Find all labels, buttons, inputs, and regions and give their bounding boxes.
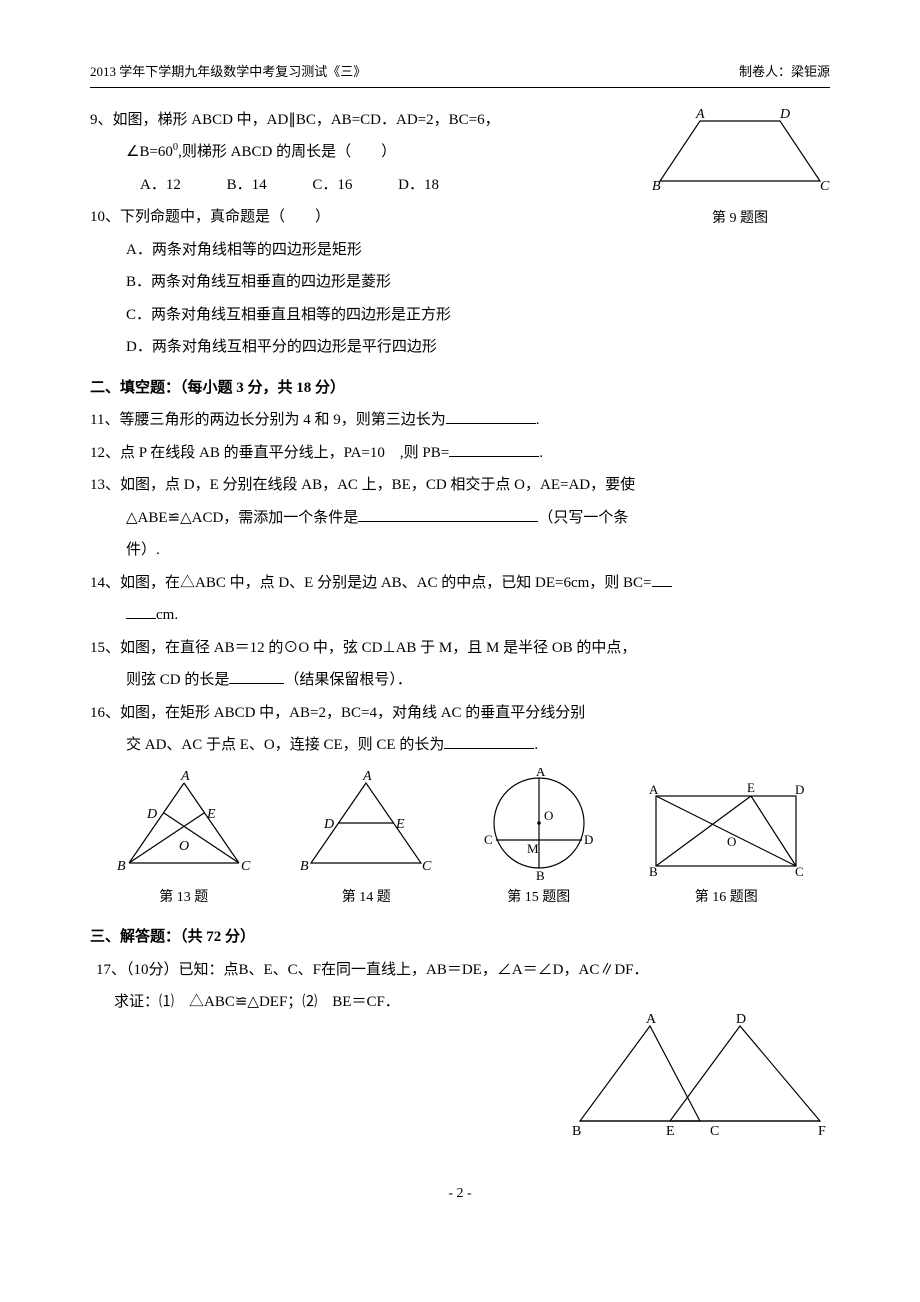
figure-q17: A D B E C F bbox=[570, 1011, 830, 1152]
figure-14: A B C D E 第 14 题 bbox=[296, 768, 436, 912]
svg-text:B: B bbox=[536, 868, 545, 883]
svg-text:B: B bbox=[572, 1124, 581, 1139]
header-left: 2013 学年下学期九年级数学中考复习测试《三》 bbox=[90, 60, 366, 85]
figure-row: A B C D E O 第 13 题 A B C D E 第 14 题 A B bbox=[90, 768, 830, 912]
svg-text:F: F bbox=[818, 1124, 826, 1139]
svg-text:D: D bbox=[584, 832, 593, 847]
svg-text:D: D bbox=[779, 107, 790, 122]
q14-line2: cm. bbox=[90, 601, 830, 630]
svg-text:E: E bbox=[206, 807, 216, 822]
svg-text:A: A bbox=[536, 768, 546, 779]
svg-text:E: E bbox=[395, 817, 405, 832]
q13-line1: 13、如图，点 D，E 分别在线段 AB，AC 上，BE，CD 相交于点 O，A… bbox=[90, 471, 830, 500]
q10-a: A．两条对角线相等的四边形是矩形 bbox=[90, 236, 830, 265]
q17-line1: 17、（10分）已知：点B、E、C、F在同一直线上，AB＝DE，∠A＝∠D，AC… bbox=[90, 956, 830, 985]
q16-line2: 交 AD、AC 于点 E、O，连接 CE，则 CE 的长为. bbox=[90, 731, 830, 760]
svg-text:D: D bbox=[795, 782, 804, 797]
q10-d: D．两条对角线互相平分的四边形是平行四边形 bbox=[90, 333, 830, 362]
section3-title: 三、解答题：（共 72 分） bbox=[90, 923, 830, 952]
svg-text:A: A bbox=[646, 1012, 657, 1027]
svg-text:A: A bbox=[695, 107, 705, 122]
figure-13: A B C D E O 第 13 题 bbox=[109, 768, 259, 912]
svg-text:A: A bbox=[649, 782, 659, 797]
figure-q9-caption: 第 9 题图 bbox=[650, 206, 830, 233]
svg-text:O: O bbox=[179, 839, 189, 854]
svg-text:C: C bbox=[484, 832, 493, 847]
svg-text:M: M bbox=[527, 841, 539, 856]
q14-line1: 14、如图，在△ABC 中，点 D、E 分别是边 AB、AC 的中点，已知 DE… bbox=[90, 569, 830, 598]
q12: 12、点 P 在线段 AB 的垂直平分线上，PA=10 ,则 PB=. bbox=[90, 439, 830, 468]
figure-16: A B C D E O 第 16 题图 bbox=[641, 778, 811, 912]
svg-text:A: A bbox=[180, 769, 190, 784]
svg-text:D: D bbox=[323, 817, 334, 832]
q13-line3: 件）. bbox=[90, 536, 830, 565]
q15-line1: 15、如图，在直径 AB＝12 的⊙O 中，弦 CD⊥AB 于 M，且 M 是半… bbox=[90, 634, 830, 663]
q11: 11、等腰三角形的两边长分别为 4 和 9，则第三边长为. bbox=[90, 406, 830, 435]
svg-text:C: C bbox=[422, 859, 432, 874]
q13-line2: △ABE≌△ACD，需添加一个条件是（只写一个条 bbox=[90, 504, 830, 533]
header-right: 制卷人：梁钜源 bbox=[739, 60, 830, 85]
svg-text:D: D bbox=[736, 1012, 746, 1027]
svg-text:E: E bbox=[747, 780, 755, 795]
figure-q9: A D B C 第 9 题图 bbox=[650, 106, 830, 233]
figure-15: A B C D O M 第 15 题图 bbox=[474, 768, 604, 912]
q15-line2: 则弦 CD 的长是（结果保留根号）． bbox=[90, 666, 830, 695]
svg-text:C: C bbox=[710, 1124, 719, 1139]
svg-text:D: D bbox=[146, 807, 157, 822]
q10-c: C．两条对角线互相垂直且相等的四边形是正方形 bbox=[90, 301, 830, 330]
svg-text:C: C bbox=[241, 859, 251, 874]
svg-text:E: E bbox=[666, 1124, 675, 1139]
svg-text:O: O bbox=[727, 834, 736, 849]
section2-title: 二、填空题：（每小题 3 分，共 18 分） bbox=[90, 374, 830, 403]
q16-line1: 16、如图，在矩形 ABCD 中，AB=2，BC=4，对角线 AC 的垂直平分线… bbox=[90, 699, 830, 728]
svg-text:B: B bbox=[652, 179, 661, 194]
svg-text:B: B bbox=[117, 859, 126, 874]
svg-text:C: C bbox=[820, 179, 830, 194]
svg-text:B: B bbox=[649, 864, 658, 879]
svg-text:C: C bbox=[795, 864, 804, 879]
page-footer: - 2 - bbox=[90, 1181, 830, 1208]
q10-b: B．两条对角线互相垂直的四边形是菱形 bbox=[90, 268, 830, 297]
svg-text:B: B bbox=[300, 859, 309, 874]
svg-text:O: O bbox=[544, 808, 553, 823]
svg-text:A: A bbox=[362, 769, 372, 784]
